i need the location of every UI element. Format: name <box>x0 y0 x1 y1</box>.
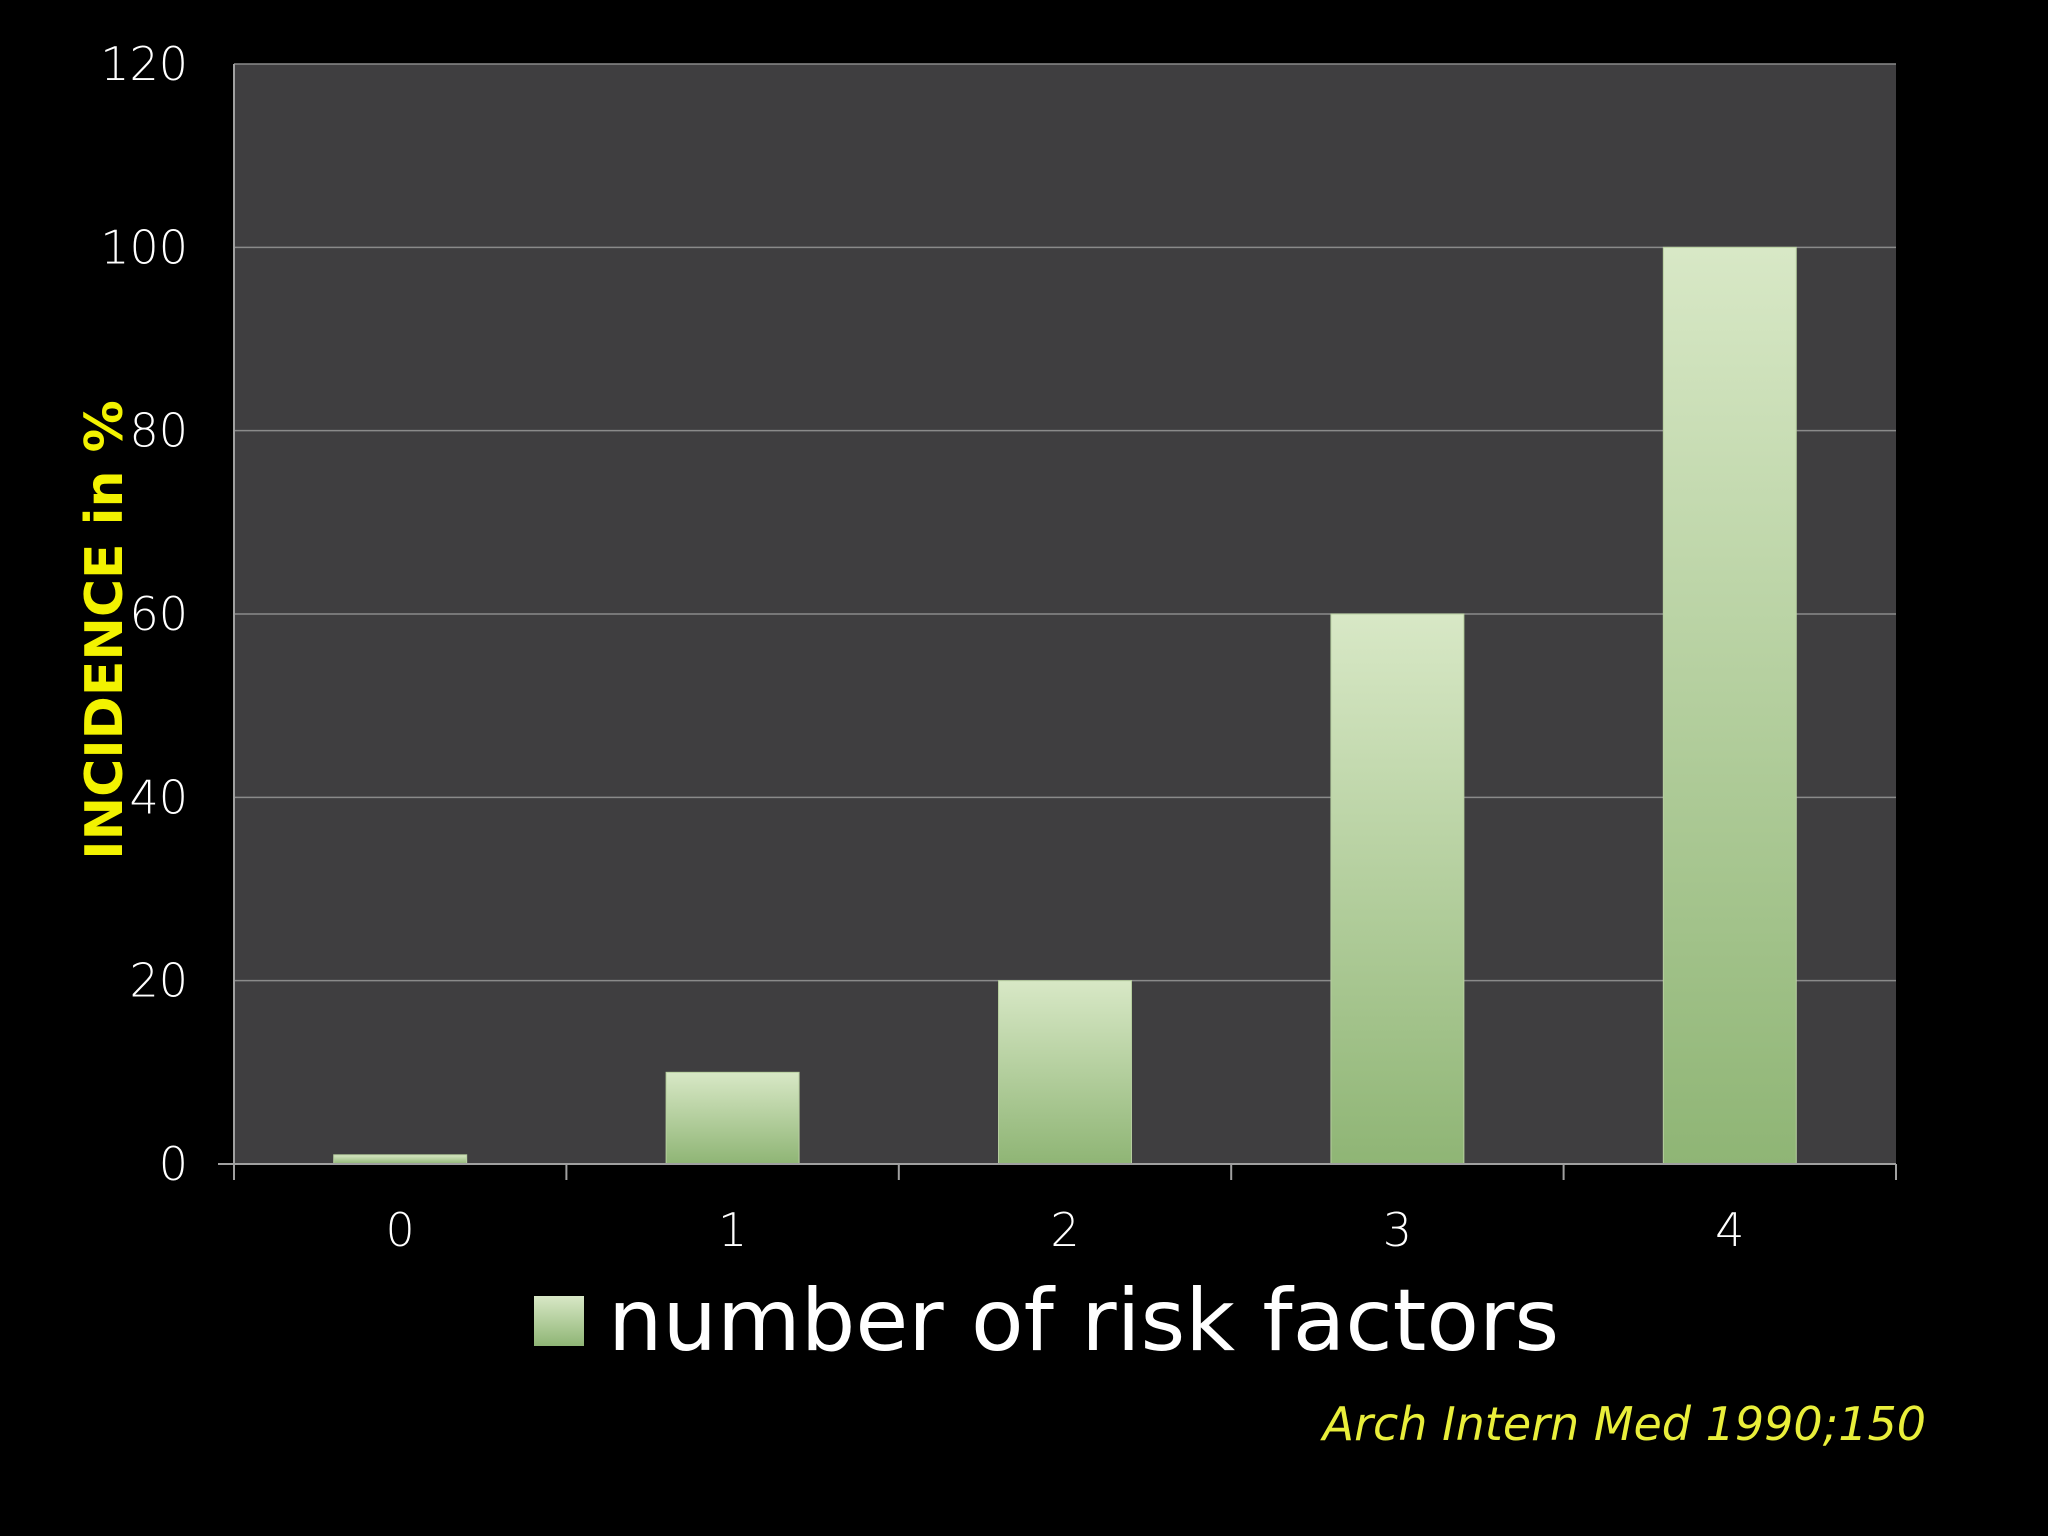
bars <box>333 246 1797 1165</box>
x-tick-label: 4 <box>1715 1203 1744 1257</box>
legend-label: number of risk factors <box>608 1271 1559 1371</box>
gridlines <box>234 63 1896 982</box>
y-tick-label: 60 <box>129 587 188 641</box>
x-tick-label: 3 <box>1383 1203 1412 1257</box>
bar-0 <box>333 1154 468 1165</box>
y-tick-labels: 0 20 40 60 80 100 120 <box>100 37 188 1191</box>
source-citation: Arch Intern Med 1990;150 <box>1320 1397 1926 1451</box>
x-tick-labels: 0 1 2 3 4 <box>386 1203 1745 1257</box>
y-tick-label: 100 <box>100 220 188 274</box>
y-tick-label: 80 <box>129 404 188 458</box>
bar-1 <box>665 1071 800 1165</box>
x-tick-label: 0 <box>386 1203 415 1257</box>
legend-swatch <box>534 1296 584 1346</box>
axes <box>218 64 1897 1180</box>
y-tick-label: 120 <box>100 37 188 91</box>
y-tick-label: 40 <box>129 770 188 824</box>
bar-3 <box>1330 613 1465 1165</box>
y-axis-label: INCIDENCE in % <box>75 400 135 859</box>
y-tick-label: 0 <box>159 1137 188 1191</box>
bar-4 <box>1662 246 1797 1165</box>
legend: number of risk factors <box>534 1271 1559 1371</box>
x-tick-label: 1 <box>718 1203 747 1257</box>
y-tick-label: 20 <box>129 954 188 1008</box>
bar-2 <box>998 980 1132 1165</box>
x-tick-label: 2 <box>1050 1203 1079 1257</box>
